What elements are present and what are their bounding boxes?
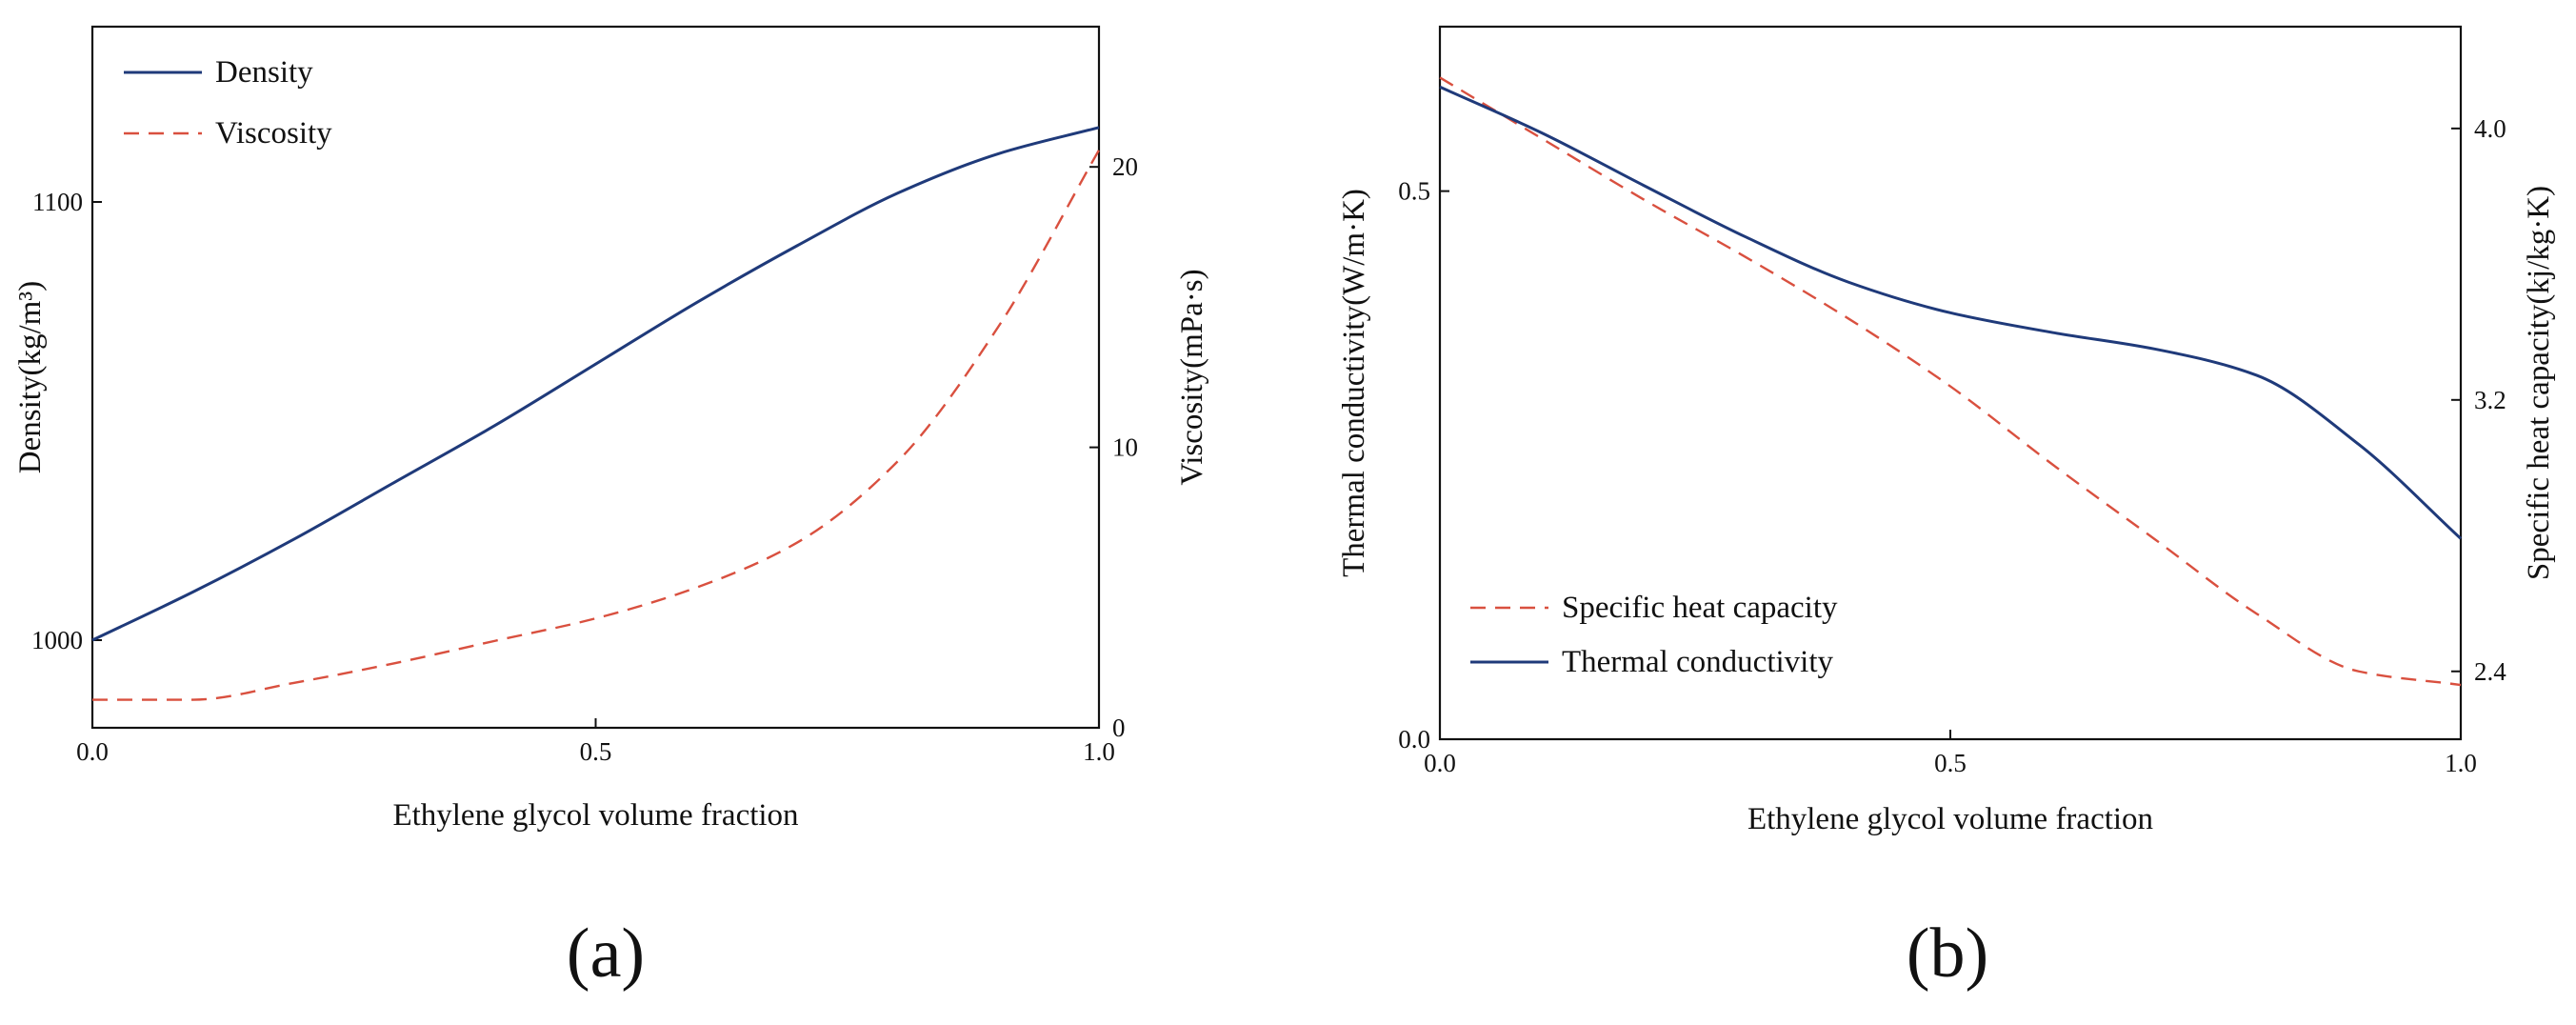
y-right-tick-label: 3.2 — [2474, 386, 2506, 414]
legend-entry: Viscosity — [215, 116, 332, 151]
series-line-thermal-conductivity — [1439, 85, 2463, 540]
y-right-tick-label: 20 — [1112, 152, 1138, 181]
series-line-density — [91, 126, 1100, 642]
y-left-tick-label: 0.5 — [1398, 177, 1430, 206]
legend-entry: Specific heat capacity — [1562, 591, 1838, 625]
y-left-tick-label: 0.0 — [1398, 725, 1430, 754]
y-left-tick-label: 1000 — [31, 626, 83, 654]
x-tick-label: 1.0 — [2445, 749, 2477, 777]
panel-a: 0.0 0.5 1.0 1000 1100 0 10 20 Ethylene glycol vo… — [13, 25, 1209, 993]
y-left-axis-label: Density(kg/m³) — [13, 281, 48, 473]
x-tick-label: 1.0 — [1083, 737, 1115, 766]
x-axis-label: Ethylene glycol volume fraction — [1747, 802, 2153, 836]
y-right-tick-label: 10 — [1112, 433, 1138, 462]
panel-label: (b) — [1907, 914, 1988, 993]
y-left-axis-label: Thermal conductivity(W/m·K) — [1337, 189, 1371, 577]
panel-label: (a) — [567, 914, 645, 993]
plot-frame — [1438, 25, 2463, 741]
series-line-viscosity — [92, 149, 1101, 701]
x-tick-label: 0.5 — [1934, 749, 1967, 777]
y-right-tick-label: 0 — [1112, 713, 1126, 742]
y-right-axis-label: Viscosity(mPa·s) — [1175, 269, 1209, 485]
x-tick-label: 0.0 — [76, 737, 109, 766]
panel-b: 0.0 0.5 1.0 0.0 0.5 2.4 3.2 4.0 Ethylene glycol … — [1337, 25, 2556, 993]
series-line-specific-heat-capacity — [1439, 76, 2462, 687]
x-axis-label: Ethylene glycol volume fraction — [392, 798, 798, 833]
y-right-tick-label: 2.4 — [2474, 657, 2506, 686]
legend-entry: Density — [215, 55, 313, 90]
legend-entry: Thermal conductivity — [1562, 645, 1833, 679]
y-right-axis-label: Specific heat capacity(kj/kg·K) — [2522, 186, 2556, 580]
x-tick-label: 0.5 — [580, 737, 612, 766]
y-right-tick-label: 4.0 — [2474, 114, 2506, 143]
y-left-tick-label: 1100 — [32, 188, 83, 216]
x-tick-label: 0.0 — [1424, 749, 1456, 777]
